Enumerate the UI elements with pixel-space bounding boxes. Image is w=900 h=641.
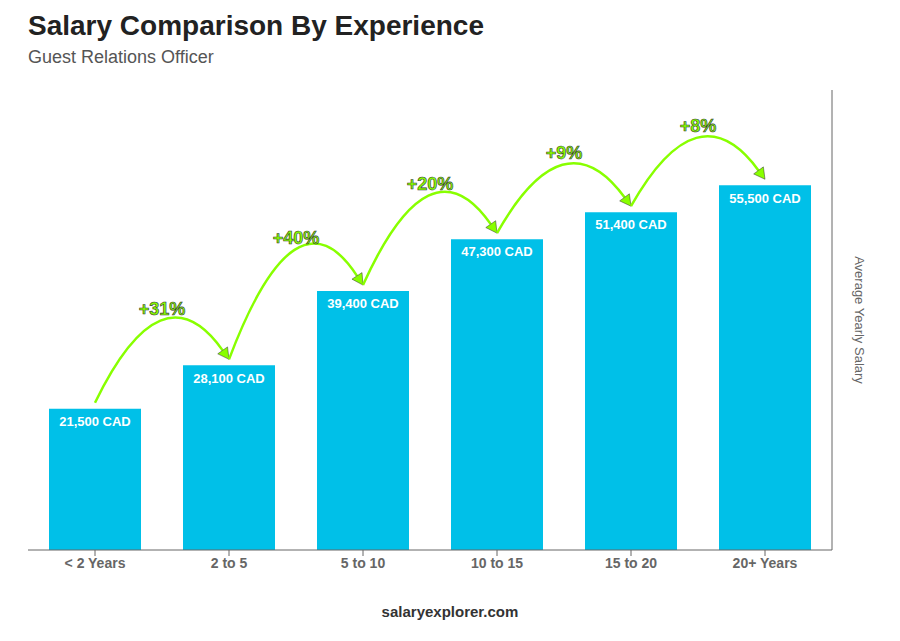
svg-text:20+ Years: 20+ Years (733, 555, 798, 571)
svg-text:+9%: +9% (546, 143, 583, 163)
svg-text:Average Yearly Salary: Average Yearly Salary (852, 256, 867, 384)
svg-text:+8%: +8% (680, 116, 717, 136)
html-text:Guest Relations Officer: Guest Relations Officer (28, 47, 214, 67)
svg-text:39,400 CAD: 39,400 CAD (327, 296, 399, 311)
svg-text:5 to 10: 5 to 10 (341, 555, 386, 571)
svg-text:+40%: +40% (273, 228, 320, 248)
svg-text:21,500 CAD: 21,500 CAD (59, 414, 131, 429)
svg-text:10 to 15: 10 to 15 (471, 555, 523, 571)
svg-text:15 to 20: 15 to 20 (605, 555, 657, 571)
svg-text:28,100 CAD: 28,100 CAD (193, 371, 265, 386)
svg-text:55,500 CAD: 55,500 CAD (729, 191, 801, 206)
svg-text:47,300 CAD: 47,300 CAD (461, 244, 533, 259)
html-text:Salary Comparison By Experienc: Salary Comparison By Experience (28, 10, 484, 41)
html-text:salaryexplorer.com: salaryexplorer.com (381, 603, 519, 620)
svg-text:51,400 CAD: 51,400 CAD (595, 217, 667, 232)
svg-text:+31%: +31% (139, 299, 186, 319)
svg-text:< 2 Years: < 2 Years (65, 555, 126, 571)
svg-text:+20%: +20% (407, 174, 454, 194)
svg-text:2 to 5: 2 to 5 (211, 555, 248, 571)
